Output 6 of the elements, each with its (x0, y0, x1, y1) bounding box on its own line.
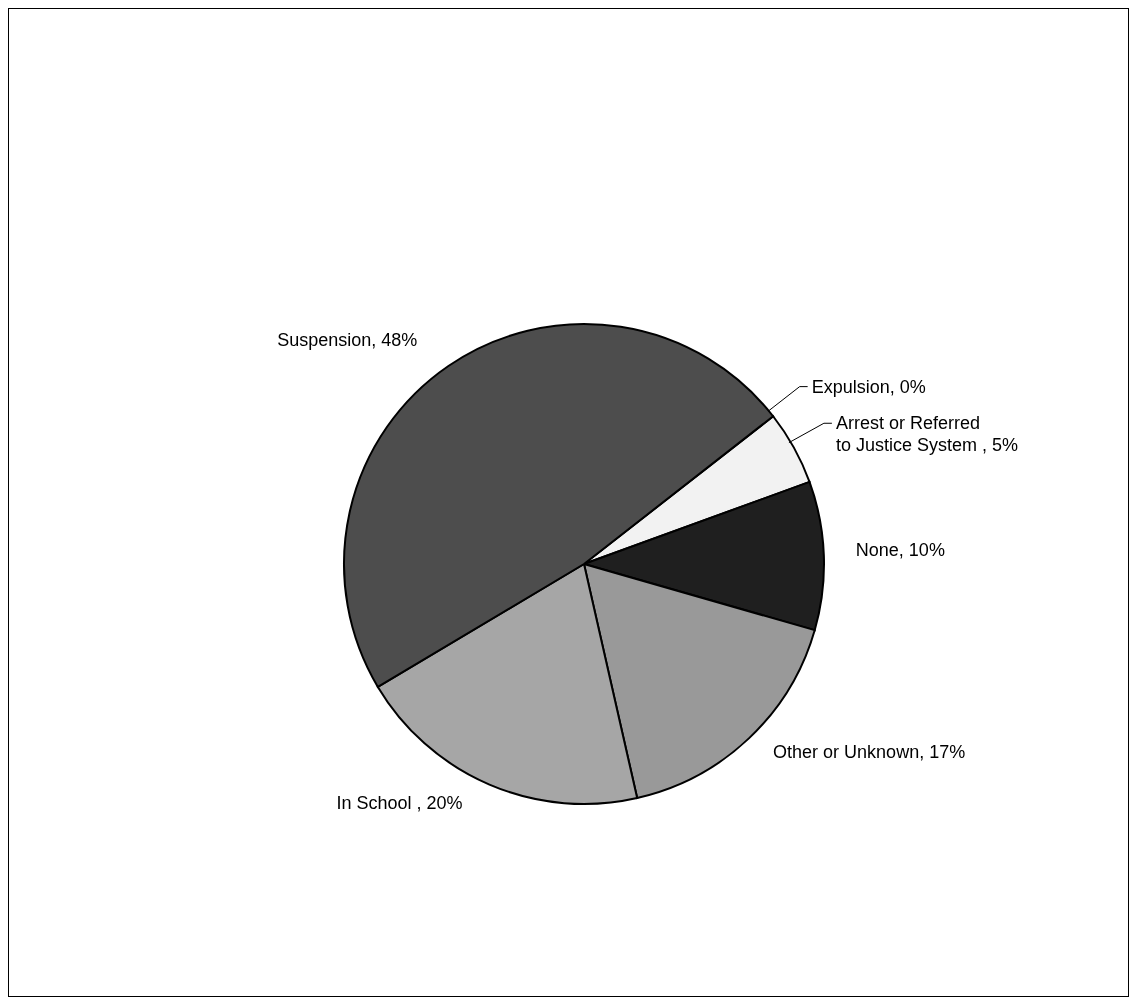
slice-label: Arrest or Referred to Justice System , 5% (835, 413, 1018, 456)
slice-label: None, 10% (855, 539, 945, 560)
slice-label: Other or Unknown, 17% (773, 741, 966, 762)
legend-label: Expulsion, 0% (811, 376, 926, 397)
slice-label: In School , 20% (336, 792, 463, 813)
slice-label: Suspension, 48% (277, 330, 418, 351)
